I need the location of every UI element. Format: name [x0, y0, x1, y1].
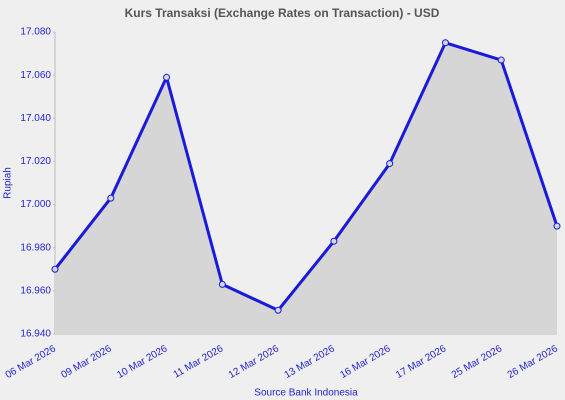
point [497, 56, 505, 64]
point [163, 73, 171, 81]
y-axis-label: Rupiah [3, 167, 14, 199]
chart-title: Kurs Transaksi (Exchange Rates on Transa… [125, 6, 440, 20]
point [51, 265, 59, 273]
x-tick-label: 25 Mar 2026 [450, 343, 505, 381]
y-tick-label: 16.980 [20, 242, 51, 253]
point [330, 237, 338, 245]
x-tick-label: 26 Mar 2026 [506, 343, 561, 381]
x-tick-label: 09 Mar 2026 [59, 343, 114, 381]
point [107, 194, 115, 202]
x-tick-label: 11 Mar 2026 [172, 343, 226, 380]
x-tick-label: 16 Mar 2026 [338, 343, 393, 381]
x-tick-label: 06 Mar 2026 [4, 343, 59, 381]
y-tick-label: 17.060 [20, 70, 51, 81]
point [441, 39, 449, 47]
y-tick-label: 17.040 [20, 113, 51, 124]
y-tick-label: 17.020 [20, 156, 51, 167]
point [274, 306, 282, 314]
point [553, 222, 561, 230]
line [53, 41, 559, 312]
x-tick-label: 12 Mar 2026 [227, 343, 282, 381]
y-tick-label: 17.000 [20, 199, 51, 210]
point [218, 280, 226, 288]
y-tick-label: 17.080 [20, 27, 51, 38]
x-tick-label: 13 Mar 2026 [283, 343, 338, 381]
y-tick-label: 16.960 [20, 285, 51, 296]
x-tick-label: 17 Mar 2026 [394, 343, 449, 381]
x-tick-label: 10 Mar 2026 [115, 343, 170, 381]
area [55, 42, 557, 335]
point [386, 160, 394, 168]
y-tick-label: 16.940 [20, 329, 51, 340]
x-axis-label: Source Bank Indonesia [254, 388, 358, 399]
